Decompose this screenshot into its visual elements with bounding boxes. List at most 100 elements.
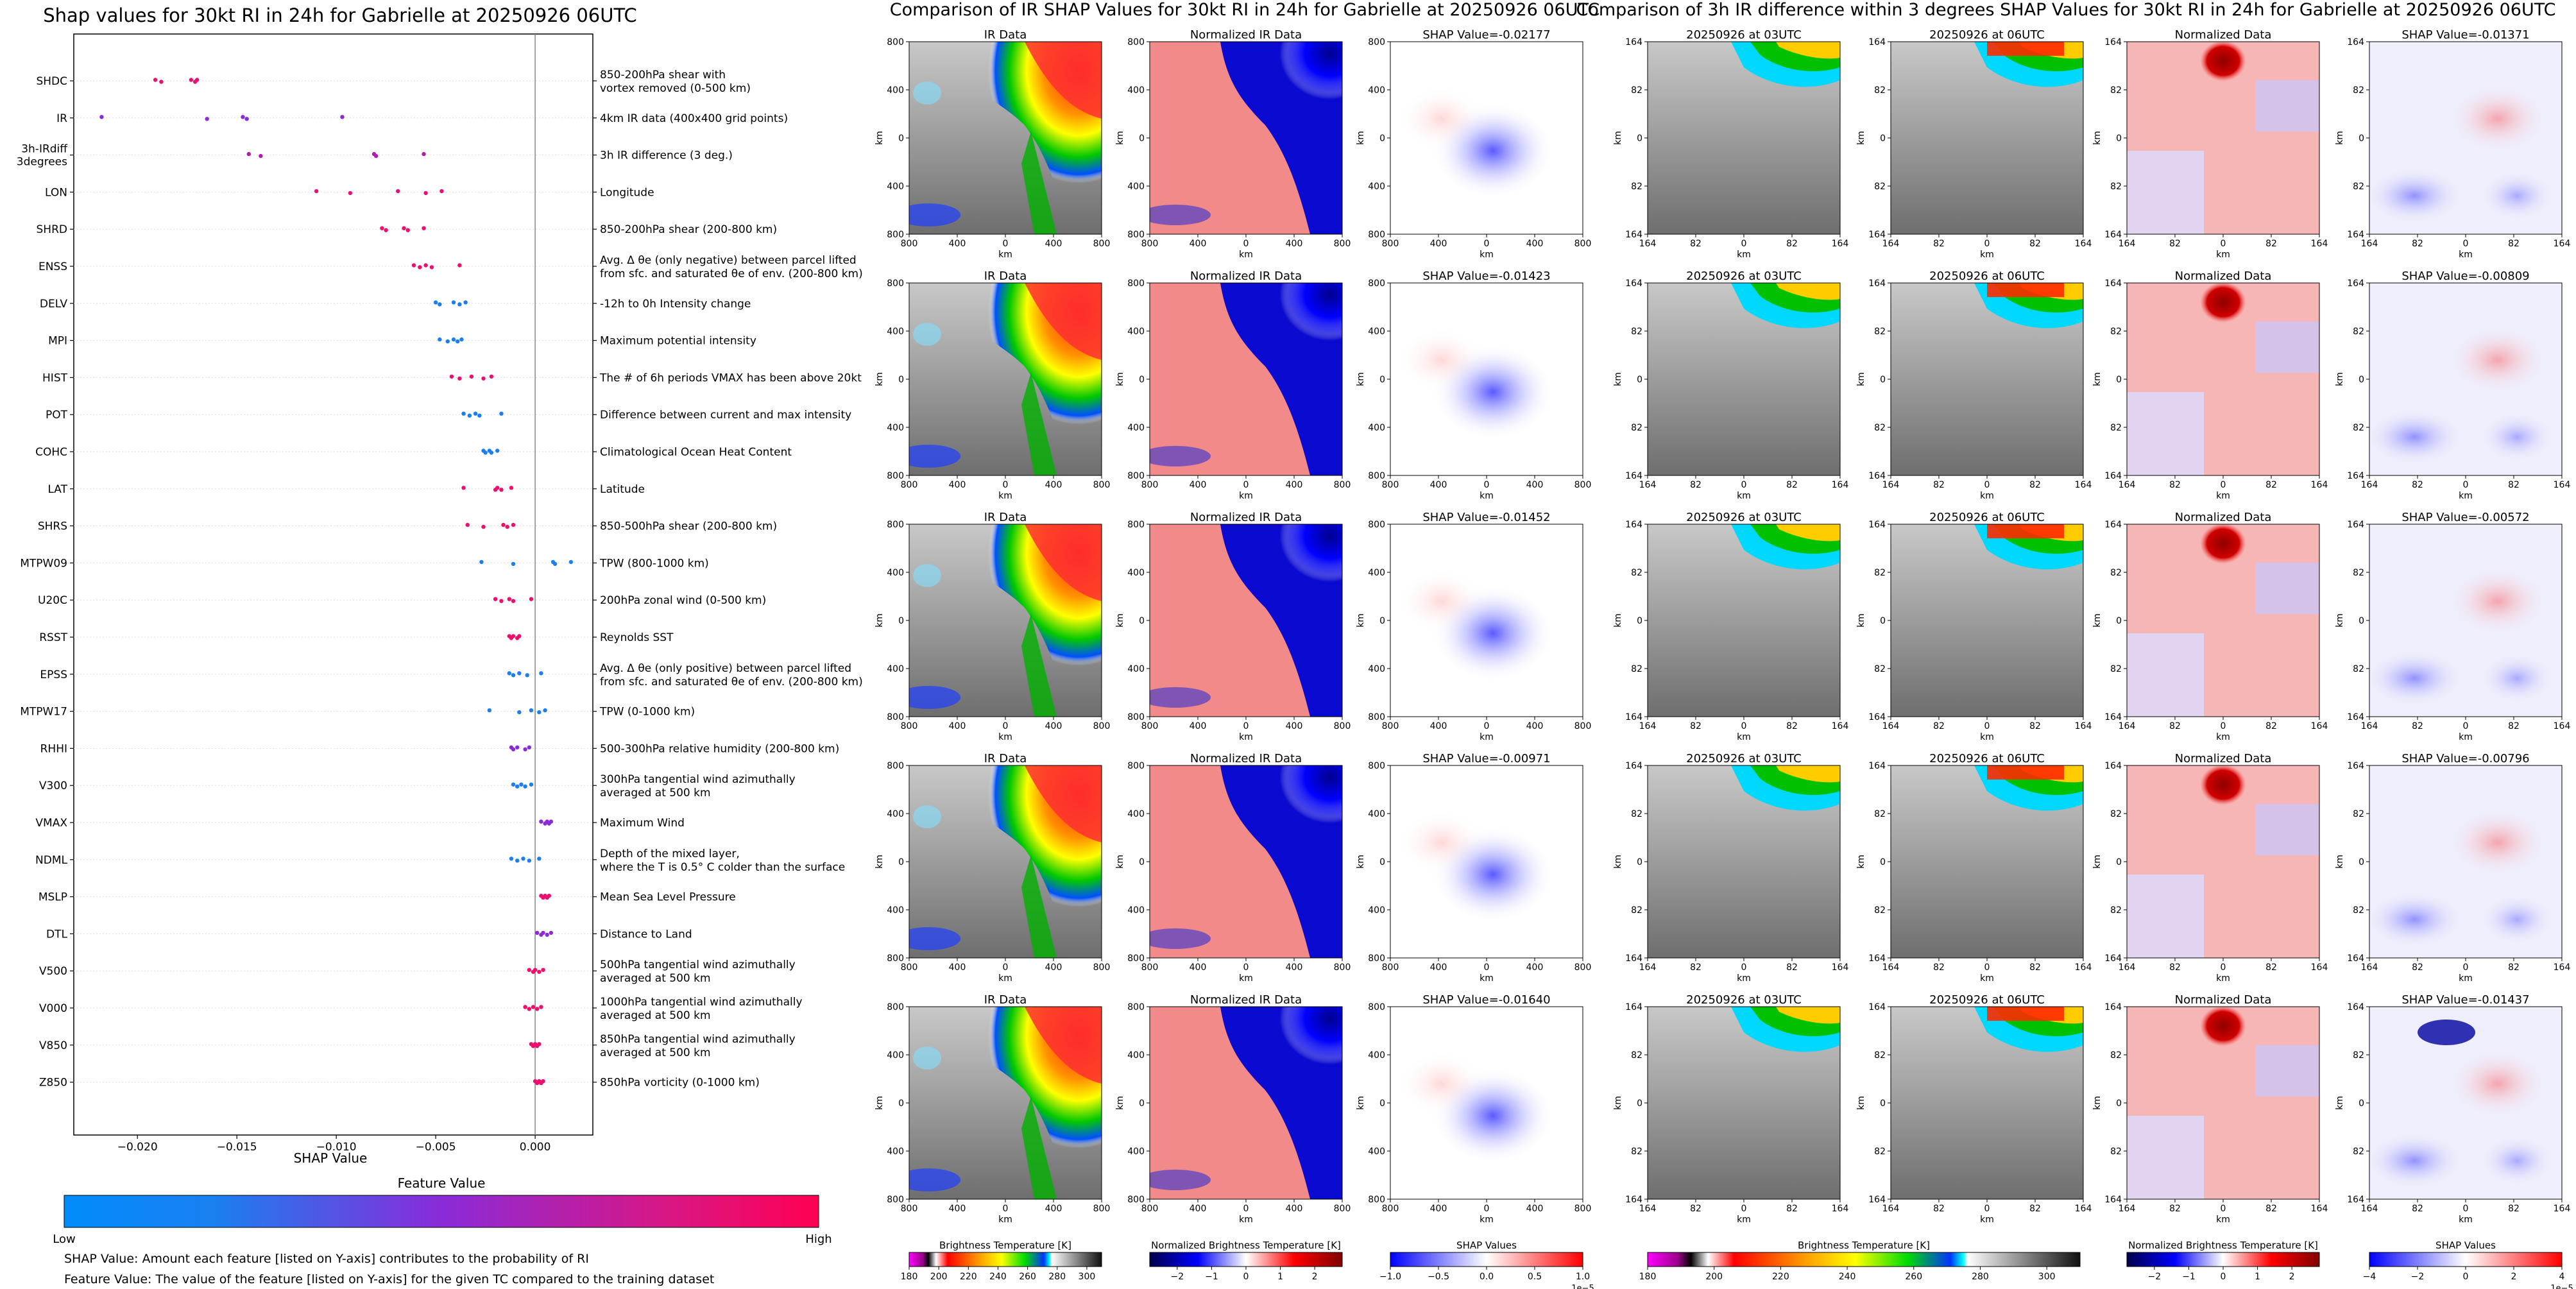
subplot-title: IR Data [984,269,1027,283]
x-tick-label: 164 [2361,721,2378,731]
subplot-title: SHAP Value=-0.00796 [2401,752,2529,765]
y-tick-label: 164 [1625,761,1642,771]
x-tick-label: 0 [2221,721,2226,731]
colorbar-tick-label: 1 [1277,1272,1283,1282]
x-tick-label: 800 [1382,480,1399,490]
diff-subplot-r4-c3: Normalized Data1641648282008282164164kmk… [2092,752,2328,984]
shap-point [433,300,438,305]
shap-point [246,151,251,157]
y-axis-label: km [2335,372,2345,386]
x-tick-label: 164 [1832,480,1849,490]
y-axis-label: km [1356,372,1366,386]
feature-name-label: HIST [42,371,68,384]
x-tick-label: 164 [2119,962,2136,973]
y-tick-label: 400 [1127,1147,1145,1157]
subplot-title: Normalized Data [2175,752,2272,765]
y-tick-label: 0 [1139,375,1145,385]
y-tick-label: 800 [887,761,904,771]
shap-point [511,561,516,567]
feature-name-label: EPSS [40,669,67,681]
x-tick-label: 800 [1334,721,1351,731]
x-tick-label: 400 [949,1204,966,1214]
y-tick-label: 164 [2104,471,2122,481]
shap-point [422,151,426,157]
y-tick-label: 0 [1379,857,1385,867]
feature-row-ir: IR 4km IR data (400x400 grid points) [56,112,788,125]
x-tick-label: 164 [2119,480,2136,490]
x-tick-label: 82 [1786,1204,1798,1214]
diff-normalized-colorbar: Normalized Brightness Temperature [K] −2 −… [2126,1240,2320,1282]
x-tick-label: 164 [1639,239,1657,249]
feature-row-v300: V300 300hPa tangential wind azimuthally av… [39,773,796,799]
feature-row-mtpw09: MTPW09 TPW (800-1000 km) [20,557,709,570]
y-tick-label: 164 [1625,712,1642,722]
x-tick-label: 400 [1045,962,1062,973]
y-tick-label: 400 [1127,809,1145,819]
y-tick-label: 164 [1868,278,1886,289]
x-tick-label: 0 [1484,1204,1490,1214]
colorbar-tick-label: 260 [1905,1272,1922,1282]
shap-point [529,708,534,713]
ir-shap-colorbar: SHAP Values −1.0 −0.5 0.0 0.5 1.0 1e−5 [1379,1240,1594,1289]
y-tick-label: 164 [2104,1195,2122,1205]
subplot-title: 20250926 at 03UTC [1686,28,1802,42]
x-tick-label: −0.005 [416,1141,456,1154]
shap-point [457,302,462,307]
shap-point [537,857,542,861]
feature-description: 850-200hPa shear with vortex removed (0-5… [600,69,751,95]
shap-point [539,819,543,824]
x-tick-label: −0.010 [316,1141,357,1154]
feature-row-z850: Z850 850hPa vorticity (0-1000 km) [39,1077,760,1089]
x-tick-label: 82 [1690,962,1702,973]
y-tick-label: 800 [1368,37,1385,47]
x-tick-label: 0 [1741,239,1747,249]
x-tick-label: 0 [1984,239,1990,249]
x-tick-label: 800 [901,480,918,490]
feature-row-ndml: NDML Depth of the mixed layer, where the T… [35,848,845,874]
x-axis-label: km [1980,732,1994,742]
shap-point [515,858,520,863]
feature-row-rhhi: RHHI 500-300hPa relative humidity (200-80… [40,742,840,755]
y-tick-label: 164 [1625,1195,1642,1205]
y-tick-label: 164 [1868,712,1886,722]
shap-point [479,559,484,565]
shap-point [507,597,512,601]
x-tick-label: 164 [2361,239,2378,249]
y-axis-label: km [874,131,885,145]
x-tick-label: 82 [1690,721,1702,731]
y-tick-label: 0 [2116,1098,2122,1109]
y-tick-label: 0 [2116,616,2122,626]
x-tick-label: 400 [1286,721,1303,731]
x-tick-label: 400 [1045,239,1062,249]
y-tick-label: 164 [2347,1002,2364,1012]
y-tick-label: 0 [1637,133,1642,144]
y-tick-label: 400 [1127,423,1145,433]
x-tick-label: 400 [1045,1204,1062,1214]
x-tick-label: 82 [2029,239,2041,249]
shap-point [537,1042,542,1046]
feature-name-label: MSLP [38,891,67,904]
y-tick-label: 0 [1139,616,1145,626]
y-axis-label: km [1613,1096,1623,1110]
feature-description: 850hPa tangential wind azimuthally averag… [600,1033,796,1059]
subplot-title: SHAP Value=-0.01452 [1422,511,1550,524]
x-tick-label: 0 [1243,1204,1249,1214]
ir-subplot-r3-c3: SHAP Value=-0.01452800800400400004004008… [1356,511,1591,742]
x-tick-label: 800 [1334,1204,1351,1214]
x-tick-label: 164 [1832,962,1849,973]
x-tick-label: 164 [2119,239,2136,249]
feature-row-mpi: MPI Maximum potential intensity [48,335,756,348]
shap-point [467,413,472,418]
shap-point [523,747,527,752]
x-tick-label: 400 [1190,962,1207,973]
y-tick-label: 400 [1368,568,1385,578]
x-tick-label: 800 [901,962,918,973]
y-tick-label: 164 [1625,520,1642,530]
x-tick-label: 0 [1243,239,1249,249]
x-tick-label: 164 [1882,721,1900,731]
y-tick-label: 82 [1631,327,1642,337]
x-tick-label: 800 [1382,962,1399,973]
y-tick-label: 164 [1868,1002,1886,1012]
y-tick-label: 164 [2347,712,2364,722]
